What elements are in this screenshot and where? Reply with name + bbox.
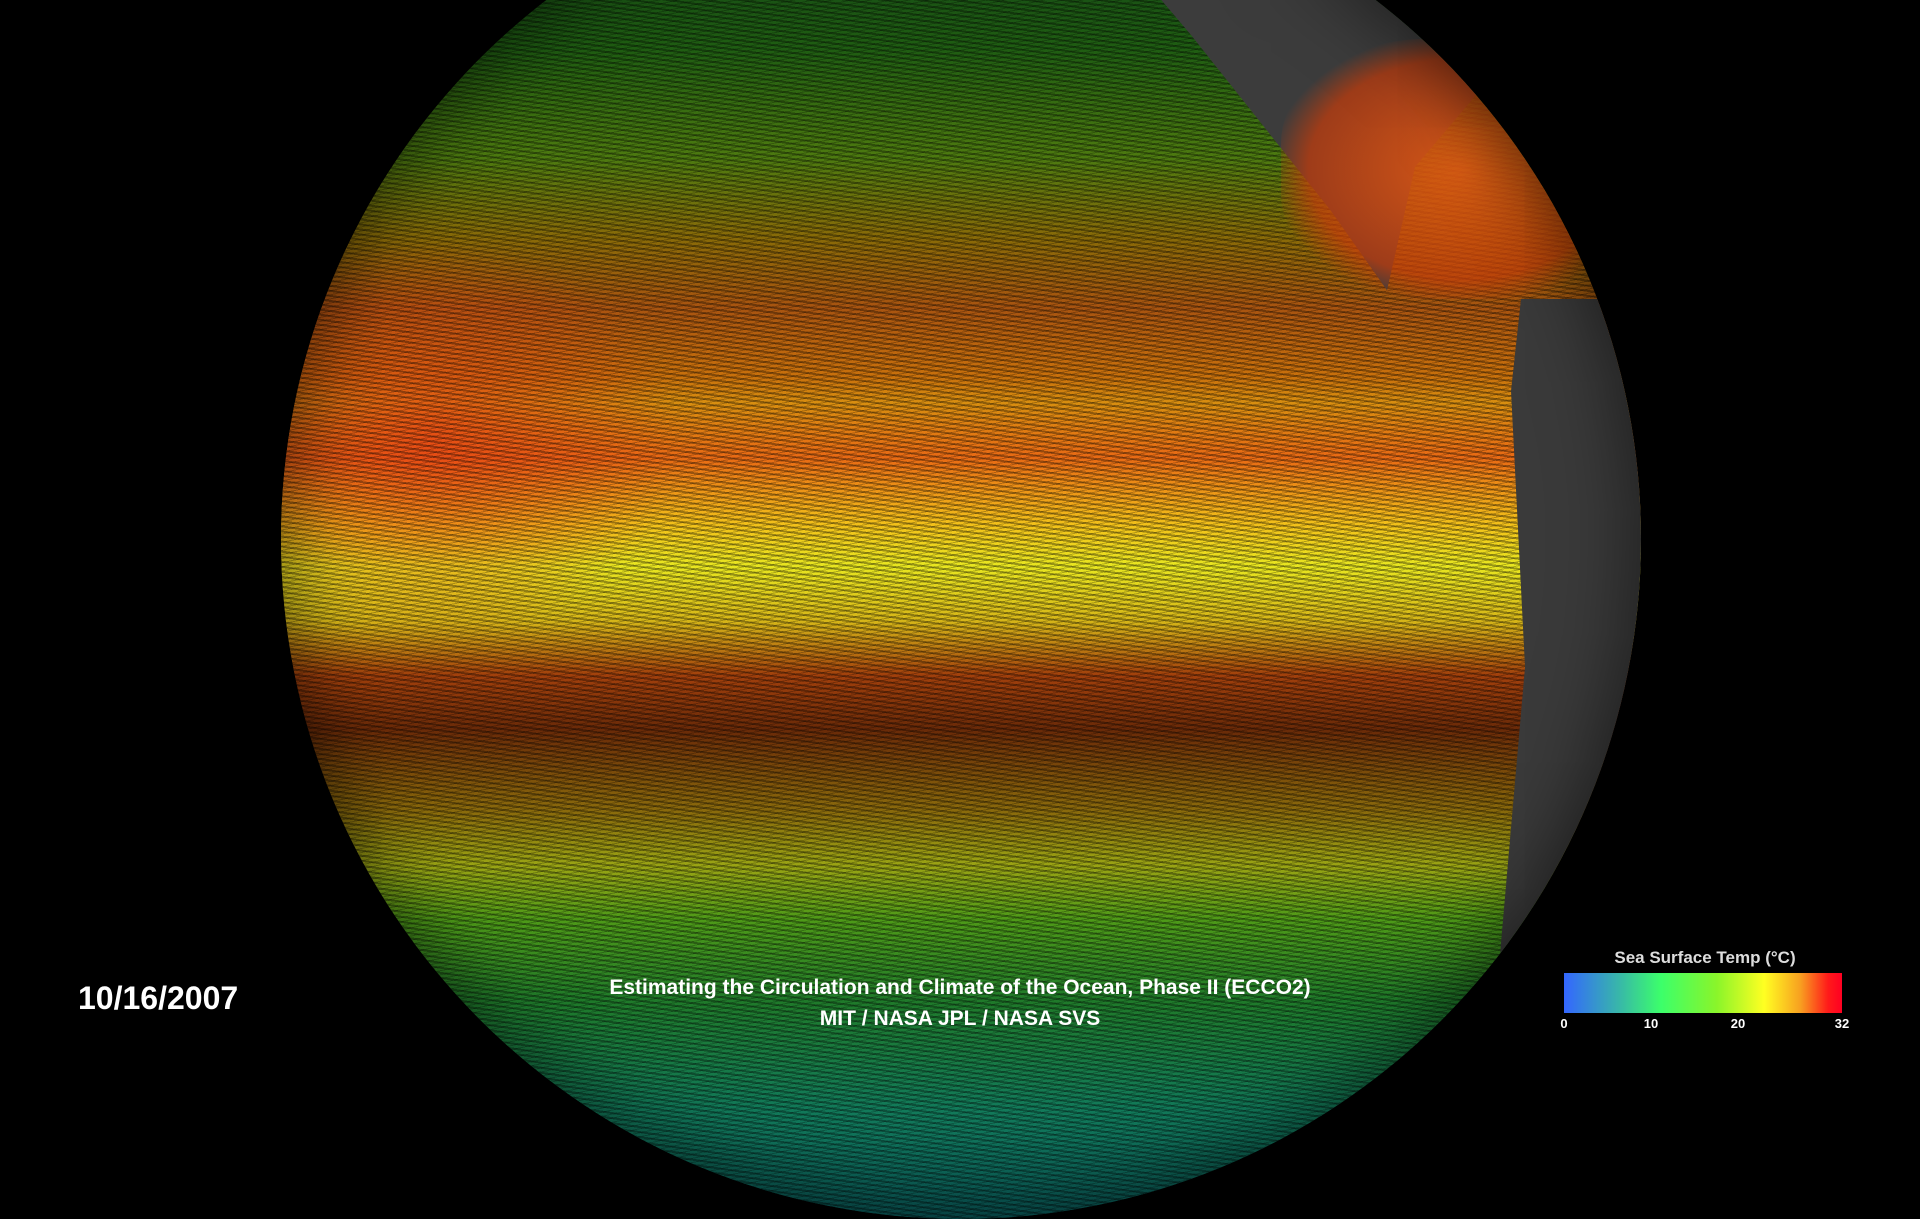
caption: Estimating the Circulation and Climate o…	[460, 972, 1460, 1034]
caption-title: Estimating the Circulation and Climate o…	[609, 976, 1311, 999]
color-legend: Sea Surface Temp (°C) 0 10 20 32	[1540, 948, 1870, 1031]
legend-tick: 20	[1730, 1016, 1746, 1031]
globe-ocean-currents-map	[281, 0, 1641, 1219]
legend-color-bar	[1564, 973, 1842, 1013]
western-pacific-warm-pool	[281, 239, 681, 639]
legend-tick: 10	[1643, 1016, 1659, 1031]
date-label: 10/16/2007	[78, 980, 239, 1016]
legend-tick: 0	[1560, 1016, 1568, 1031]
legend-tick: 32	[1834, 1016, 1850, 1031]
gulf-of-mexico-caribbean	[1281, 39, 1641, 299]
legend-title: Sea Surface Temp (°C)	[1614, 948, 1796, 967]
caption-credits: MIT / NASA JPL / NASA SVS	[819, 1007, 1101, 1030]
